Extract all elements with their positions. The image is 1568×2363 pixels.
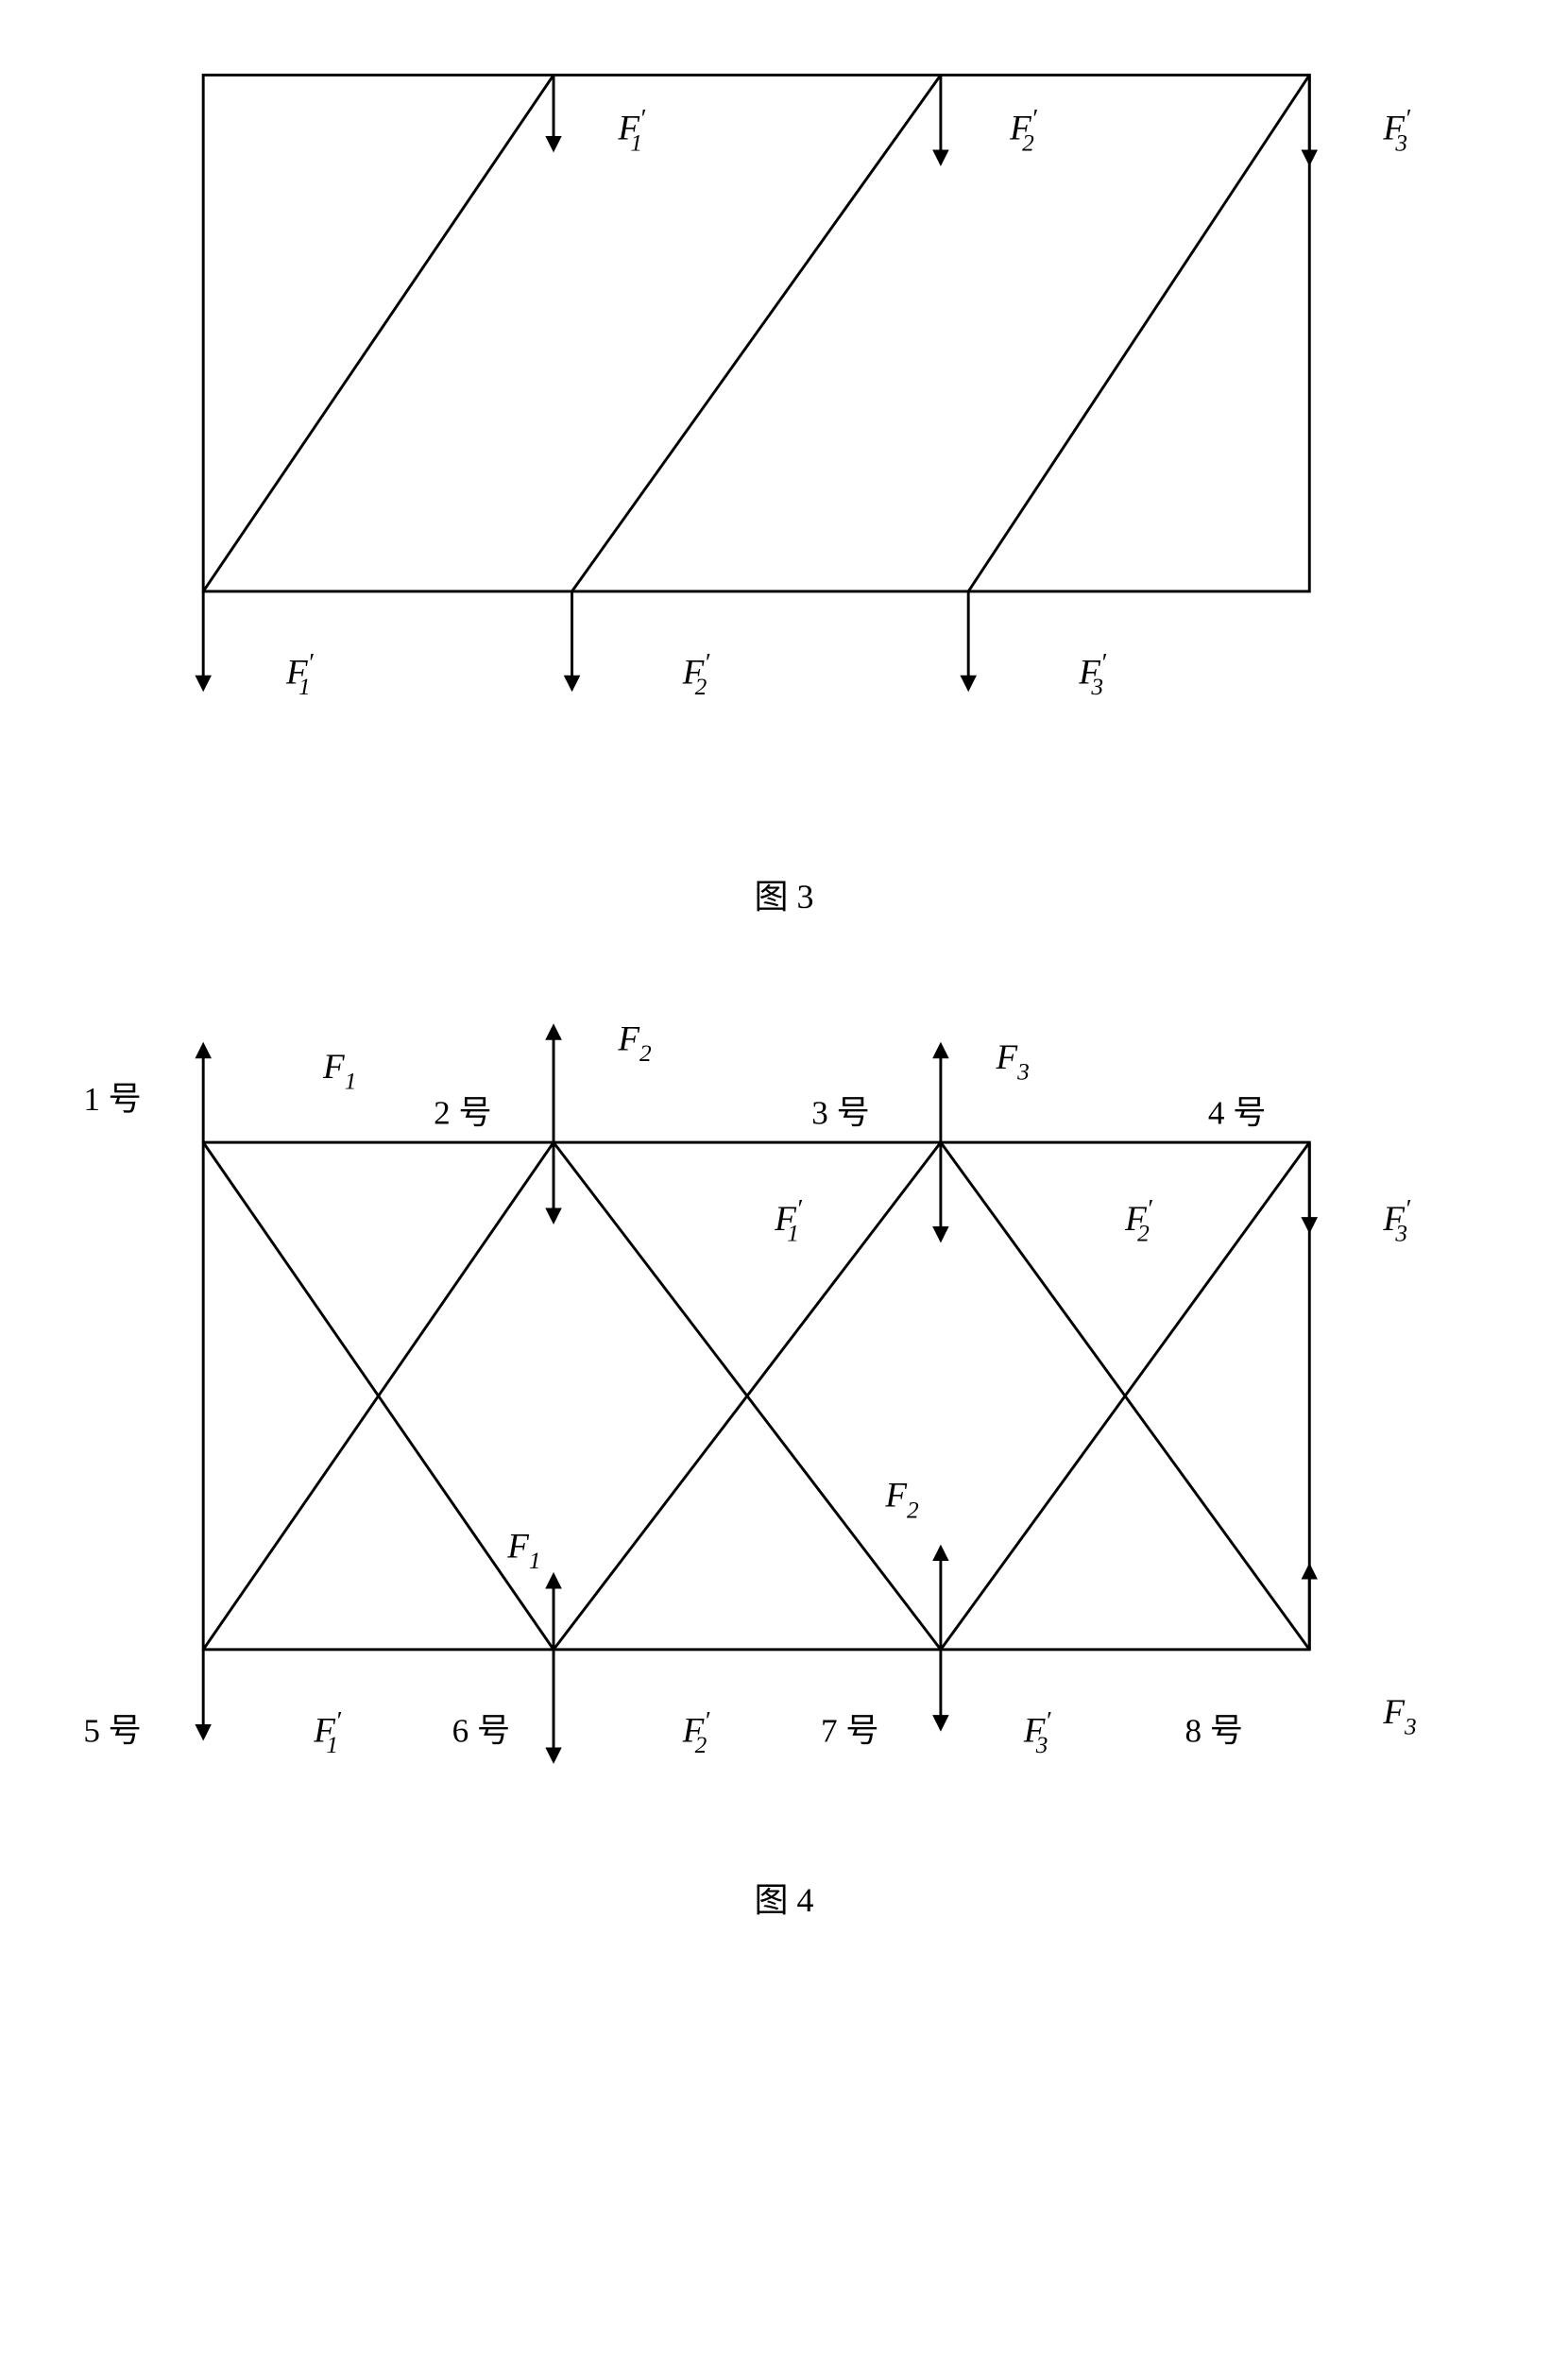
svg-text:F′2: F′2 [1009,104,1038,156]
svg-text:F′3: F′3 [1382,1194,1411,1246]
svg-text:F′1: F′1 [313,1706,342,1758]
svg-text:F1: F1 [322,1048,356,1095]
svg-text:F′3: F′3 [1382,104,1411,156]
svg-text:6 号: 6 号 [452,1712,510,1749]
figure-4-svg: F1 F2 F3 F′1 F′2 F′3 F1 F2 F3 F′1 F′2 F′3 1 号 2 号 3 号 4… [19,975,1549,1854]
svg-text:2 号: 2 号 [434,1095,491,1132]
svg-text:F′1: F′1 [285,648,315,700]
figure-3-container: F′1 F′2 F′3 F′1 F′2 F′3 图 3 [19,19,1549,918]
svg-text:5 号: 5 号 [83,1712,141,1749]
svg-text:4 号: 4 号 [1208,1095,1266,1132]
svg-text:F′3: F′3 [1078,648,1107,700]
svg-text:F′1: F′1 [774,1194,803,1246]
svg-text:F1: F1 [506,1527,540,1574]
figure-4-container: F1 F2 F3 F′1 F′2 F′3 F1 F2 F3 F′1 F′2 F′3 1 号 2 号 3 号 4… [19,975,1549,1922]
figure-3-caption: 图 3 [19,869,1549,918]
svg-text:F′2: F′2 [682,648,711,700]
svg-text:F′2: F′2 [682,1706,711,1758]
svg-text:F′1: F′1 [617,104,646,156]
svg-text:F2: F2 [884,1477,919,1524]
figure-4-caption: 图 4 [19,1873,1549,1922]
svg-text:F′2: F′2 [1124,1194,1153,1246]
svg-text:7 号: 7 号 [821,1712,878,1749]
svg-text:F3: F3 [995,1038,1029,1086]
svg-text:8 号: 8 号 [1185,1712,1243,1749]
svg-text:F′3: F′3 [1023,1706,1052,1758]
svg-text:3 号: 3 号 [811,1095,869,1132]
svg-text:1 号: 1 号 [83,1081,141,1118]
figure-3-svg: F′1 F′2 F′3 F′1 F′2 F′3 [19,19,1549,850]
svg-text:F2: F2 [617,1020,652,1068]
svg-text:F3: F3 [1382,1693,1416,1740]
